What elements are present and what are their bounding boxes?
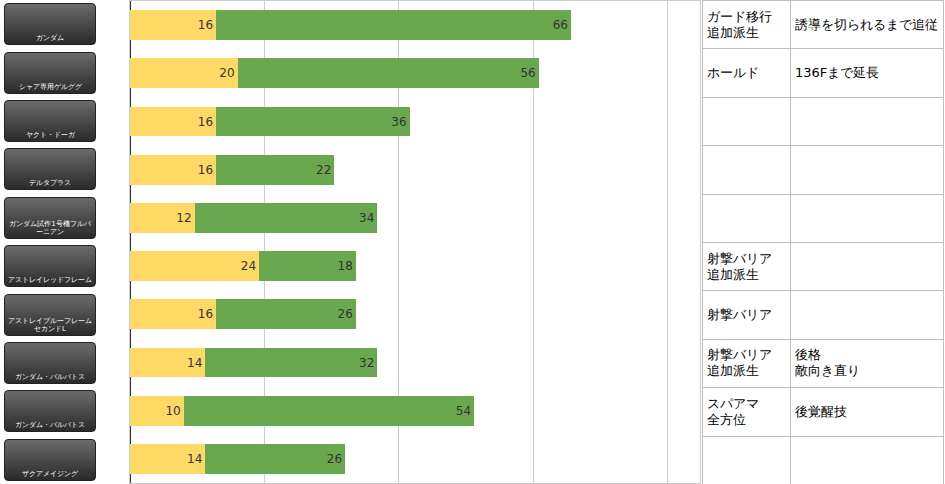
- html-text:射撃バリア 追加派生: 射撃バリア 追加派生: [707, 347, 772, 379]
- svg-text:16: 16: [198, 307, 213, 321]
- html-text:ガンダム試作1号機フルバーニアン: ガンダム試作1号機フルバーニアン: [9, 219, 91, 236]
- html-text:射撃バリア: 射撃バリア: [707, 307, 772, 322]
- svg-text:16: 16: [198, 18, 213, 32]
- svg-text:36: 36: [391, 115, 406, 129]
- svg-text:14: 14: [187, 356, 202, 370]
- html-text:ガンダム・バルバトス: ガンダム・バルバトス: [15, 373, 85, 381]
- html-text:スパアマ 全方位: スパアマ 全方位: [707, 395, 759, 427]
- html-text:射撃バリア 追加派生: 射撃バリア 追加派生: [707, 250, 772, 282]
- svg-text:22: 22: [316, 163, 331, 177]
- svg-text:34: 34: [359, 211, 374, 225]
- html-text:ヤクト・ドーガ: ヤクト・ドーガ: [25, 131, 75, 139]
- svg-text:24: 24: [241, 259, 256, 273]
- html-text:ガンダム: ガンダム: [36, 34, 64, 43]
- svg-text:12: 12: [176, 211, 191, 225]
- html-text:シャア専用ゲルググ: シャア専用ゲルググ: [18, 82, 82, 91]
- svg-text:20: 20: [219, 66, 234, 80]
- html-text:ザクアメイジング: ザクアメイジング: [22, 469, 78, 478]
- html-text:デルタプラス: デルタプラス: [29, 179, 71, 188]
- svg-text:16: 16: [198, 163, 213, 177]
- svg-text:16: 16: [198, 115, 213, 129]
- html-text:誘導を切られるまで追従: 誘導を切られるまで追従: [795, 16, 938, 32]
- html-text:アストレイレッドフレーム: アストレイレッドフレーム: [8, 276, 92, 285]
- html-text:ガード移行 追加派生: ガード移行 追加派生: [707, 8, 772, 40]
- svg-text:66: 66: [553, 18, 568, 32]
- svg-text:26: 26: [338, 307, 353, 321]
- html-text:後覚醒技: 後覚醒技: [795, 403, 847, 419]
- svg-text:26: 26: [327, 452, 342, 466]
- svg-text:18: 18: [338, 259, 353, 273]
- svg-text:14: 14: [187, 452, 202, 466]
- html-text:後格 敵向き直り: 後格 敵向き直り: [795, 347, 860, 379]
- svg-text:54: 54: [456, 404, 471, 418]
- html-text:ガンダム・バルバトス: ガンダム・バルバトス: [15, 421, 85, 430]
- svg-text:10: 10: [165, 404, 180, 418]
- html-text:ホールド: ホールド: [707, 65, 759, 81]
- svg-text:56: 56: [520, 66, 535, 80]
- html-text:アストレイブルーフレームセカンドL: アストレイブルーフレームセカンドL: [8, 316, 92, 333]
- svg-text:32: 32: [359, 356, 374, 370]
- html-text:136Fまで延長: 136Fまで延長: [795, 65, 880, 81]
